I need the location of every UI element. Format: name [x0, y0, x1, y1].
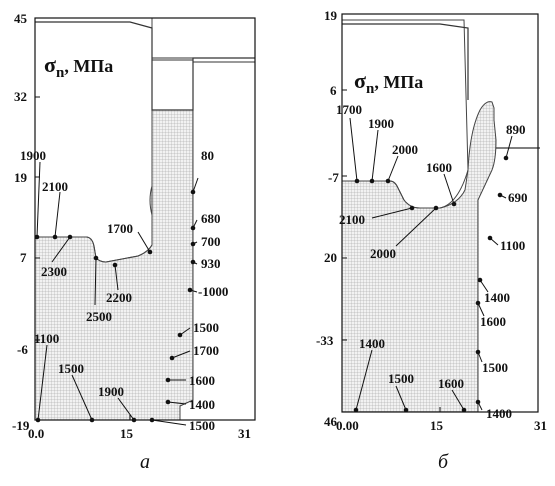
tool-b [342, 23, 540, 149]
contour-label: 930 [201, 256, 221, 271]
contour-label: 1500 [388, 371, 414, 386]
contour-label: 2100 [42, 179, 68, 194]
y-tick-label: -33 [316, 333, 334, 348]
y-ticks-b: 19 6 -7 20 -33 46 [316, 8, 339, 429]
contour-label: 2500 [86, 309, 112, 324]
contour-points-b [353, 155, 509, 413]
contour-label: 1500 [189, 418, 215, 433]
contour-label: 1500 [482, 360, 508, 375]
y-tick-label: 19 [14, 170, 28, 185]
contour-label: 1900 [98, 384, 124, 399]
contour-label: 2300 [41, 264, 67, 279]
contour-label: 1400 [189, 397, 215, 412]
contour-labels-a: 1900 2100 2300 2500 2200 1700 80 680 700… [20, 148, 228, 433]
contour-label: 2000 [392, 142, 418, 157]
y-tick-label: -19 [12, 418, 30, 433]
contour-label: 690 [508, 190, 528, 205]
contour-label: 890 [506, 122, 526, 137]
y-tick-label: 6 [330, 83, 337, 98]
contour-label: 700 [201, 234, 221, 249]
axes-frame-a [34, 17, 256, 421]
contour-label: 1900 [20, 148, 46, 163]
x-tick-label: 0.0 [28, 426, 44, 441]
contour-label: -1000 [198, 284, 228, 299]
y-tick-label: 7 [20, 250, 27, 265]
contour-label: 1500 [193, 320, 219, 335]
y-tick-label: -7 [328, 170, 339, 185]
leader-lines-a [36, 161, 199, 426]
leader-lines-b [349, 117, 513, 411]
x-tick-label: 15 [120, 426, 134, 441]
panel-b: 19 6 -7 20 -33 46 0.00 15 31 σn, МПа [316, 8, 547, 473]
contour-label: 1400 [486, 406, 512, 421]
y-ticks-a: 45 32 19 7 -6 -19 [12, 11, 30, 433]
contour-points-a [34, 189, 196, 423]
contour-label: 1600 [189, 373, 215, 388]
contour-label: 2000 [370, 246, 396, 261]
contour-label: 1100 [34, 331, 59, 346]
x-tick-label: 0.00 [336, 418, 359, 433]
x-ticks-a: 0.0 15 31 [28, 426, 251, 441]
contour-label: 680 [201, 211, 221, 226]
contour-label: 1500 [58, 361, 84, 376]
contour-label: 2200 [106, 290, 132, 305]
contour-label: 1400 [359, 336, 385, 351]
title-a: σn, МПа [44, 52, 113, 81]
caption-a: а [140, 451, 150, 473]
y-tick-label: 46 [324, 414, 338, 429]
y-tick-label: 19 [324, 8, 338, 23]
contour-label: 1700 [107, 221, 133, 236]
panel-a: 45 32 19 7 -6 -19 0.0 15 31 σn, МПа [12, 11, 256, 473]
contour-label: 1100 [500, 238, 525, 253]
y-tick-label: 20 [324, 250, 337, 265]
contour-labels-b: 1700 1900 2000 1600 2100 2000 890 690 11… [336, 102, 528, 421]
contour-label: 1700 [193, 343, 219, 358]
x-tick-label: 31 [238, 426, 251, 441]
x-tick-label: 31 [534, 418, 547, 433]
contour-label: 1900 [368, 116, 394, 131]
y-tick-label: 32 [14, 89, 27, 104]
x-ticks-b: 0.00 15 31 [336, 418, 547, 433]
contour-label: 1600 [426, 160, 452, 175]
contour-label: 2100 [339, 212, 365, 227]
y-tick-label: -6 [17, 342, 28, 357]
contour-label: 1600 [480, 314, 506, 329]
y-tick-label: 45 [14, 11, 28, 26]
contour-label: 80 [201, 148, 214, 163]
tool-inner-a [152, 57, 255, 63]
caption-b: б [438, 451, 449, 473]
contour-label: 1400 [484, 290, 510, 305]
mesh-body-b [341, 101, 497, 413]
contour-label: 1600 [438, 376, 464, 391]
contour-label: 1700 [336, 102, 362, 117]
x-tick-label: 15 [430, 418, 444, 433]
title-b: σn, МПа [354, 68, 423, 97]
